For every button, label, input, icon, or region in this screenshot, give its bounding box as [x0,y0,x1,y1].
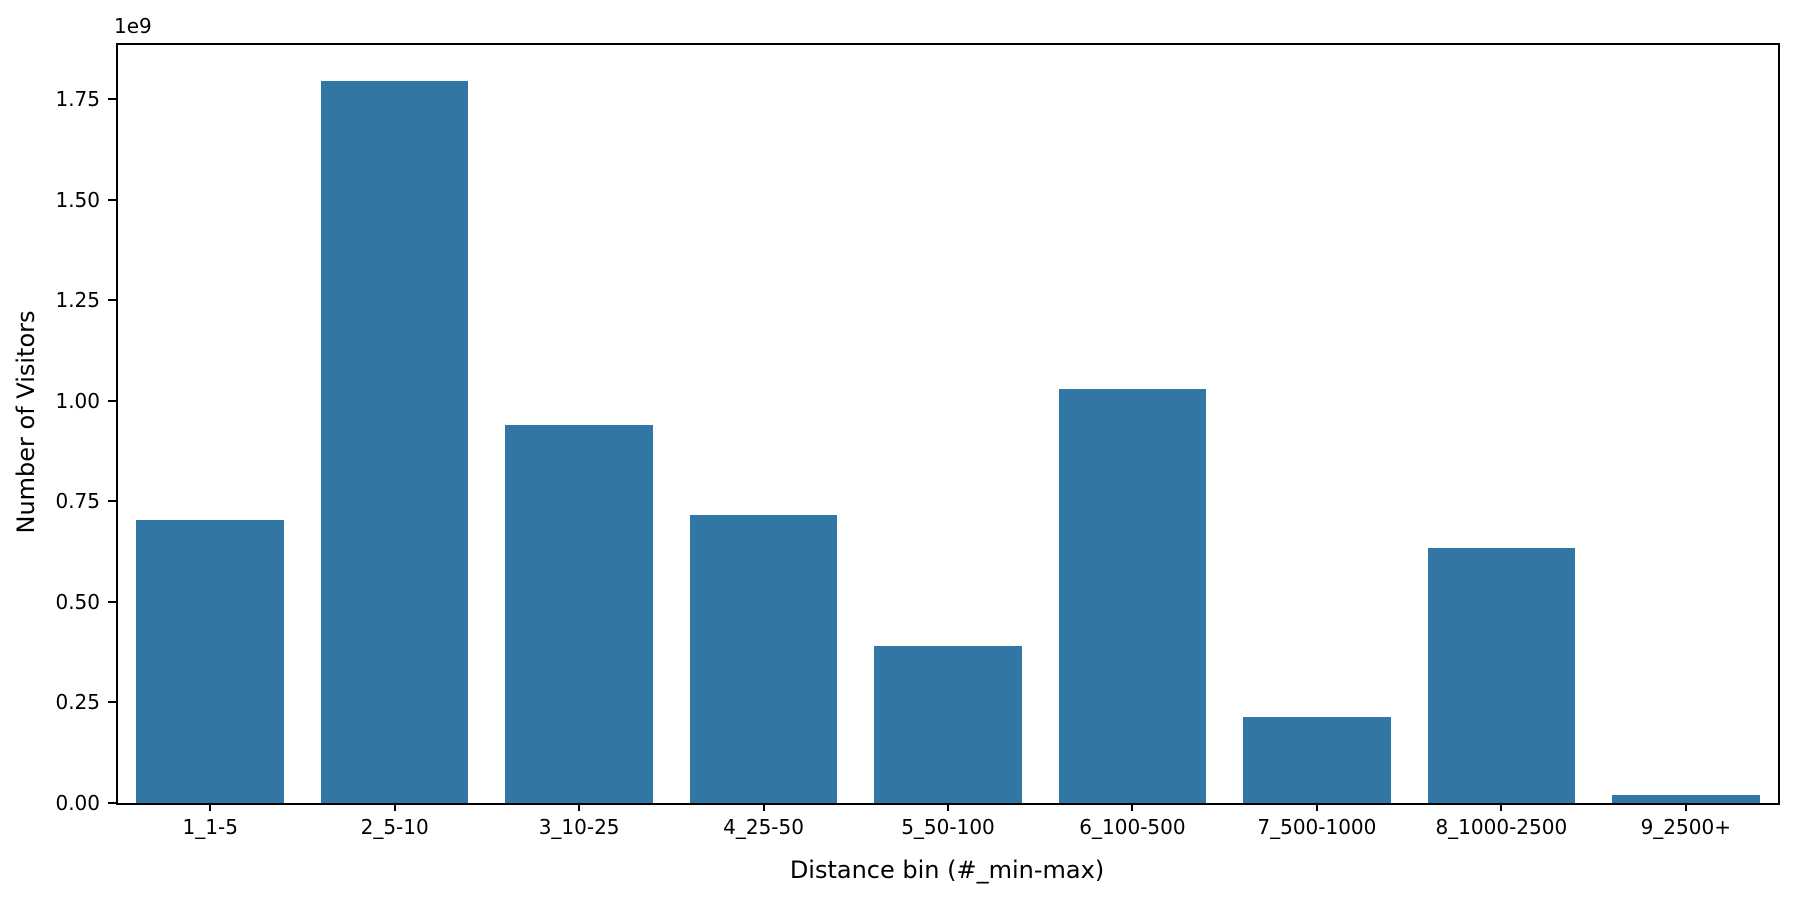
x-tick-label: 9_2500+ [1640,815,1731,839]
y-tick-label: 1.50 [55,187,100,212]
x-tick-label: 7_500-1000 [1257,815,1377,839]
x-tick-label: 1_1-5 [182,815,238,839]
x-tick-mark [1315,803,1318,811]
x-tick-label: 3_10-25 [538,815,620,839]
bar-1_1-5 [136,519,284,803]
bar-5_50-100 [874,646,1022,803]
y-tick-label: 0.50 [55,589,100,614]
y-tick-mark [108,299,116,302]
x-tick-label: 4_25-50 [723,815,804,839]
y-tick-mark [108,98,116,101]
x-tick-label: 8_1000-2500 [1435,815,1568,839]
bar-6_100-500 [1058,388,1207,803]
bar-3_10-25 [505,425,653,803]
x-tick-mark [947,803,949,811]
y-tick-label: 1.75 [55,87,100,112]
x-tick-mark [393,803,396,811]
y-tick-label: 0.25 [55,690,100,715]
y-axis-offset-text: 1e9 [114,14,152,38]
y-tick-label: 1.00 [55,388,100,413]
x-tick-mark [1500,803,1503,811]
x-tick-mark [762,803,765,811]
bar-7_500-1000 [1243,716,1391,803]
y-axis-label: Number of Visitors [12,310,40,534]
x-tick-mark [1684,803,1687,811]
bar-9_2500+ [1612,794,1760,803]
x-axis-label: Distance bin (#_min-max) [789,856,1105,884]
y-tick-mark [108,399,116,402]
x-tick-mark [209,803,212,811]
y-tick-mark [108,500,116,503]
plot-area: 1_1-5 2_5-10 3_10-25 4_25-50 5_50-100 6_100-5… [55,43,1780,839]
x-tick-label: 6_100-500 [1079,815,1186,839]
y-tick-mark [108,802,116,804]
y-tick-label: 0.00 [55,791,100,815]
bar-8_1000-2500 [1427,547,1576,803]
x-tick-label: 5_50-100 [901,815,995,839]
y-tick-label: 0.75 [55,489,100,514]
bar-2_5-10 [320,81,469,803]
x-tick-label: 2_5-10 [360,815,429,839]
x-tick-mark [1131,803,1134,811]
y-tick-mark [108,600,116,603]
y-tick-mark [108,198,116,201]
x-tick-mark [578,803,581,811]
y-tick-mark [108,701,116,704]
y-tick-label: 1.25 [55,288,100,313]
bar-4_25-50 [689,515,838,803]
